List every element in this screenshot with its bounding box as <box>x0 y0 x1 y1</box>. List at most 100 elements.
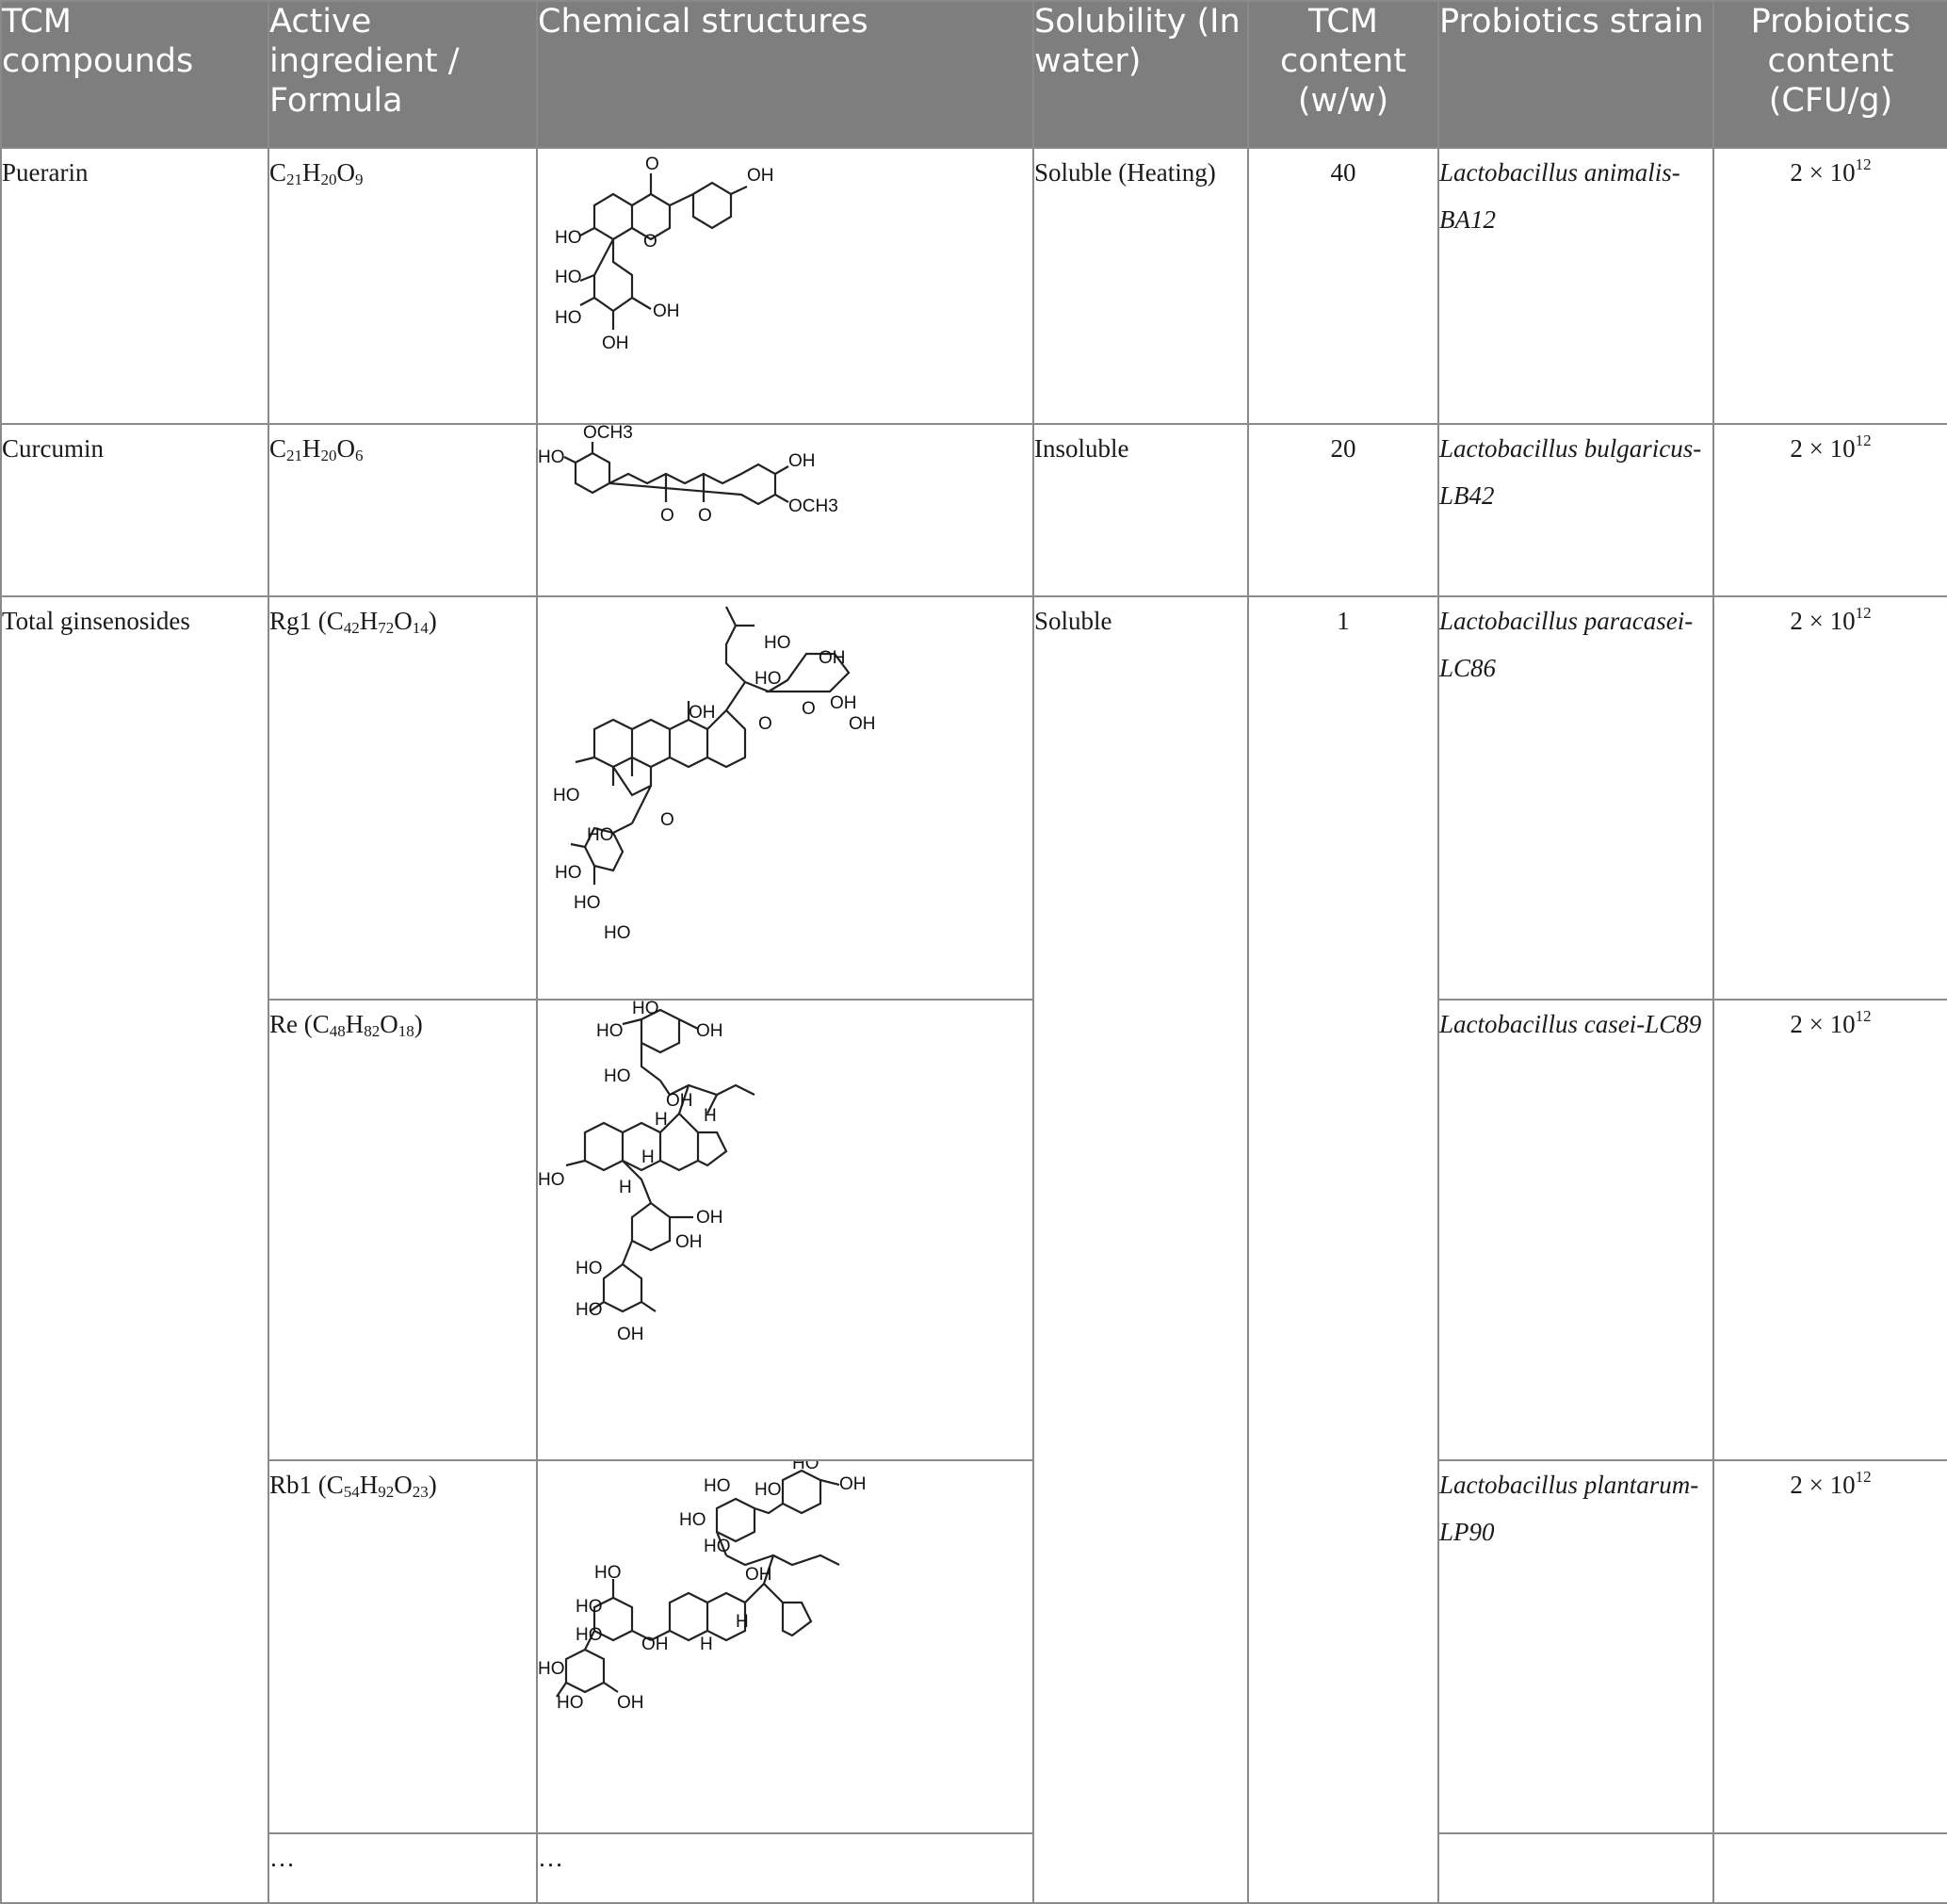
cfu-exponent: 12 <box>1855 604 1872 622</box>
rg1-structure: HO OH HO OH O O OH OH HO O HO HO HO HO <box>538 597 1032 965</box>
probiotic-strain-empty <box>1437 1832 1714 1904</box>
struct-label: OH <box>819 648 846 668</box>
struct-label: OH <box>653 301 680 321</box>
struct-label: H <box>700 1635 713 1654</box>
structure-ellipsis: … <box>536 1832 1034 1904</box>
header-chemical-structures: Chemical structures <box>536 0 1034 149</box>
rb1-structure-drawing: HO HO OH HO HO HO OH H H HO HO HO OH HO <box>538 1461 867 1713</box>
cfu-exponent: 12 <box>1855 1007 1872 1025</box>
struct-label: HO <box>632 1001 659 1018</box>
cfu-base: 2 × 10 <box>1790 1010 1856 1038</box>
table-row: Re (C48H82O18) HO HO OH HO OH H H H HO H <box>1 999 1947 1461</box>
struct-label: OH <box>689 703 716 723</box>
struct-label: HO <box>538 1659 565 1679</box>
struct-label: HO <box>553 786 580 806</box>
struct-label: HO <box>555 863 582 883</box>
rb1-structure: HO HO OH HO HO HO OH H H HO HO HO OH HO <box>538 1461 1032 1800</box>
cfu-base: 2 × 10 <box>1790 607 1856 635</box>
struct-label: O <box>645 155 659 174</box>
re-structure-drawing: HO HO OH HO OH H H H HO H OH OH HO HO <box>538 1001 755 1344</box>
struct-label: OH <box>839 1474 867 1494</box>
header-row: TCM compounds Active ingredient / Formul… <box>0 0 1947 149</box>
struct-label: OH <box>696 1021 723 1041</box>
header-tcm-content: TCM content (w/w) <box>1247 0 1439 149</box>
struct-label: HO <box>576 1625 603 1645</box>
struct-label: O <box>660 810 674 830</box>
probiotic-strain: Lactobacillus paracasei-LC86 <box>1437 595 1714 1001</box>
struct-label: HO <box>604 1066 631 1086</box>
table-row: … … <box>1 1832 1947 1904</box>
struct-label: HO <box>576 1259 603 1278</box>
struct-label: HO <box>596 1021 624 1041</box>
struct-label: H <box>619 1178 632 1197</box>
cfu-content: 2 × 1012 <box>1712 1459 1947 1834</box>
struct-label: OH <box>788 451 816 471</box>
struct-label: HO <box>754 1480 782 1500</box>
struct-label: OH <box>666 1091 693 1111</box>
cfu-content-empty <box>1712 1832 1947 1904</box>
struct-label: OH <box>675 1232 703 1252</box>
puerarin-structure: O OH HO O HO HO OH OH <box>538 149 1032 375</box>
struct-label: H <box>704 1106 717 1126</box>
header-tcm-compounds: TCM compounds <box>0 0 269 149</box>
struct-label: HO <box>679 1510 706 1530</box>
struct-label: H <box>655 1110 668 1130</box>
cfu-exponent: 12 <box>1855 431 1872 449</box>
struct-label: OH <box>641 1635 669 1654</box>
struct-label: O <box>758 714 772 734</box>
struct-label: HO <box>587 825 614 845</box>
formula: Rb1 (C54H92O23) <box>268 1459 538 1834</box>
struct-label: OH <box>617 1693 644 1713</box>
compound-name: Puerarin <box>0 147 269 425</box>
struct-label: O <box>698 506 712 526</box>
table-row: Puerarin C21H20O9 O OH HO O HO HO OH OH <box>0 147 1947 425</box>
tcm-content: 40 <box>1247 147 1439 425</box>
structure-cell: OCH3 HO OH OCH3 O O <box>536 423 1034 597</box>
struct-label: O <box>643 232 657 252</box>
solubility: Soluble <box>1032 595 1249 1904</box>
struct-label: HO <box>576 1597 603 1617</box>
struct-label: HO <box>555 268 582 287</box>
struct-label: HO <box>704 1537 731 1556</box>
solubility: Soluble (Heating) <box>1032 147 1249 425</box>
probiotic-strain: Lactobacillus casei-LC89 <box>1437 999 1714 1461</box>
formula: Re (C48H82O18) <box>268 999 538 1461</box>
cfu-content: 2 × 1012 <box>1712 423 1947 597</box>
formula: Rg1 (C42H72O14) <box>268 595 538 1001</box>
cfu-content: 2 × 1012 <box>1712 595 1947 1001</box>
struct-label: OCH3 <box>583 425 633 443</box>
tcm-content: 20 <box>1247 423 1439 597</box>
struct-label: OH <box>602 334 629 353</box>
struct-label: OH <box>745 1565 772 1585</box>
tcm-content: 1 <box>1247 595 1439 1904</box>
struct-label: HO <box>538 448 565 467</box>
header-probiotics-content: Probiotics content (CFU/g) <box>1712 0 1947 149</box>
structure-cell: HO HO OH HO OH H H H HO H OH OH HO HO <box>536 999 1034 1461</box>
structure-cell: O OH HO O HO HO OH OH <box>536 147 1034 425</box>
probiotic-strain: Lactobacillus plantarum-LP90 <box>1437 1459 1714 1834</box>
header-solubility: Solubility (In water) <box>1032 0 1249 149</box>
struct-label: HO <box>604 923 631 943</box>
struct-label: OH <box>617 1325 644 1344</box>
cfu-content: 2 × 1012 <box>1712 147 1947 425</box>
rg1-structure-drawing: HO OH HO OH O O OH OH HO O HO HO HO HO <box>553 606 876 943</box>
header-active-ingredient: Active ingredient / Formula <box>268 0 538 149</box>
cfu-exponent: 12 <box>1855 1468 1872 1486</box>
curcumin-structure: OCH3 HO OH OCH3 O O <box>538 425 1032 547</box>
struct-label: HO <box>792 1461 819 1473</box>
struct-label: HO <box>704 1476 731 1496</box>
table-row: Total ginsenosides Rg1 (C42H72O14) HO OH… <box>0 595 1947 1904</box>
cfu-content: 2 × 1012 <box>1712 999 1947 1461</box>
struct-label: HO <box>594 1563 622 1583</box>
probiotic-strain: Lactobacillus bulgaricus-LB42 <box>1437 423 1714 597</box>
curcumin-structure-drawing: OCH3 HO OH OCH3 O O <box>538 425 838 526</box>
struct-label: OCH3 <box>788 496 838 516</box>
struct-label: HO <box>576 1300 603 1320</box>
structure-cell: HO OH HO OH O O OH OH HO O HO HO HO HO <box>536 595 1034 1001</box>
cfu-base: 2 × 10 <box>1790 158 1856 187</box>
table-row: Rb1 (C54H92O23) HO HO OH HO HO HO OH H H <box>1 1459 1947 1834</box>
struct-label: OH <box>849 714 876 734</box>
compound-name: Total ginsenosides <box>0 595 269 1904</box>
struct-label: H <box>736 1612 749 1632</box>
